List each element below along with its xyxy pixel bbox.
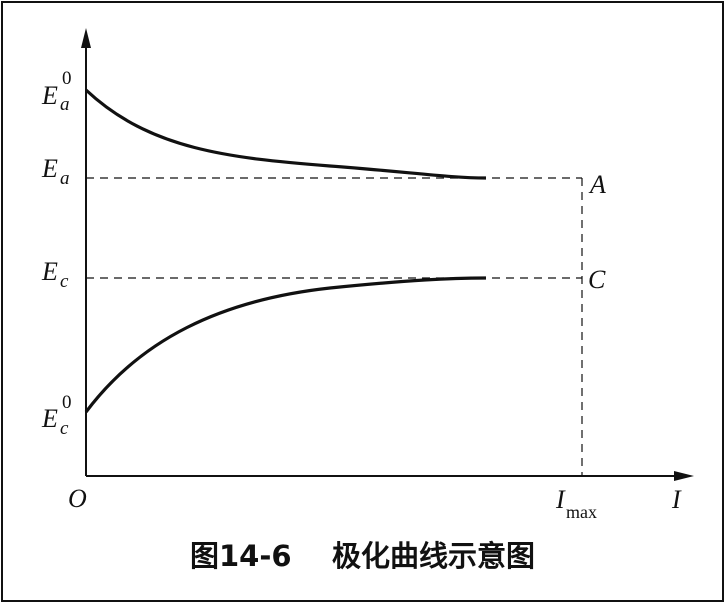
svg-text:I: I	[555, 485, 566, 514]
svg-text:E: E	[41, 81, 58, 110]
x-axis-arrow	[674, 471, 694, 481]
origin-label: O	[68, 484, 87, 513]
point-a-label: A	[588, 170, 606, 199]
svg-text:0: 0	[62, 392, 72, 413]
svg-text:E: E	[41, 404, 58, 433]
label-ec: E c	[41, 257, 69, 292]
anodic-polarization-curve	[84, 88, 487, 180]
svg-text:a: a	[60, 168, 70, 189]
svg-text:a: a	[60, 94, 70, 115]
label-ea: E a	[41, 154, 70, 189]
svg-text:max: max	[566, 502, 597, 522]
figure-caption: 图14-6 极化曲线示意图	[190, 539, 535, 573]
imax-label: I max	[555, 485, 597, 522]
point-c-label: C	[588, 265, 606, 294]
svg-text:c: c	[60, 418, 69, 439]
cathodic-polarization-curve	[84, 276, 487, 413]
svg-text:c: c	[60, 271, 69, 292]
x-axis-label: I	[671, 485, 682, 514]
label-ea0: E a 0	[41, 68, 72, 115]
label-ec0: E c 0	[41, 392, 72, 439]
svg-text:E: E	[41, 257, 58, 286]
svg-text:E: E	[41, 154, 58, 183]
svg-text:0: 0	[62, 68, 72, 89]
y-axis-arrow	[81, 28, 91, 48]
